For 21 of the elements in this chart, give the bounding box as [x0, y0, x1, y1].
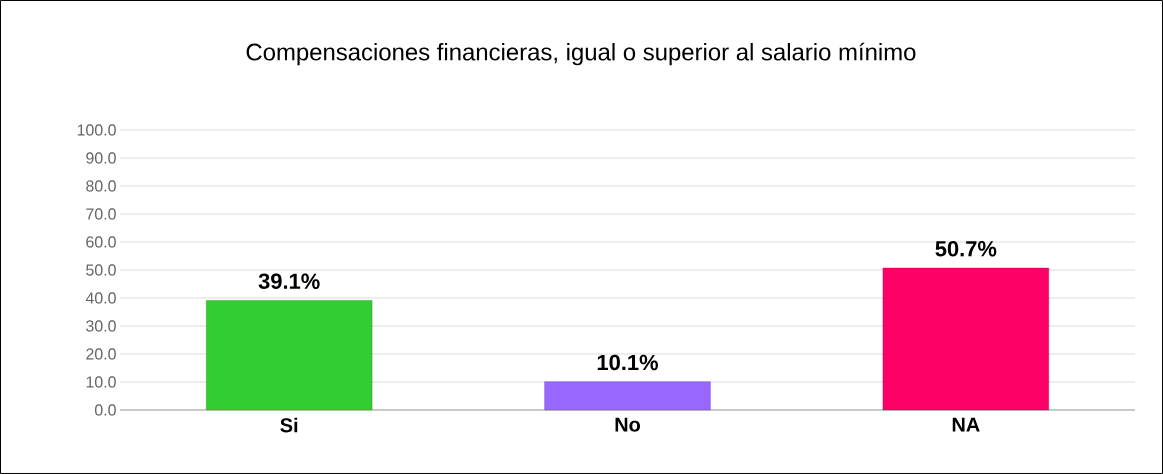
x-tick-label: No	[615, 417, 640, 432]
x-tick-label: Si	[280, 417, 298, 433]
y-tick-label: 90.0	[86, 152, 116, 164]
y-tick-label: 50.0	[86, 264, 116, 276]
y-tick-label: 10.0	[86, 376, 116, 388]
y-tick-label: 60.0	[86, 236, 116, 248]
y-tick-label: 70.0	[86, 208, 116, 220]
y-tick-label: 30.0	[86, 320, 116, 332]
x-tick-label: NA	[952, 417, 980, 432]
y-tick-label: 20.0	[86, 348, 116, 360]
bar	[882, 267, 1049, 411]
data-label: 39.1%	[258, 273, 320, 289]
y-tick-label: 80.0	[86, 180, 116, 192]
y-tick-label: 40.0	[85, 292, 116, 304]
data-label: 50.7%	[935, 240, 997, 257]
data-label: 10.1%	[597, 354, 658, 371]
y-tick-label: 100.0	[77, 124, 116, 136]
chart-title: Compensaciones financieras, igual o superior al salario mínimo	[246, 42, 916, 66]
y-tick-label: 0.0	[94, 404, 116, 416]
bar	[206, 300, 373, 411]
bar	[544, 381, 711, 411]
